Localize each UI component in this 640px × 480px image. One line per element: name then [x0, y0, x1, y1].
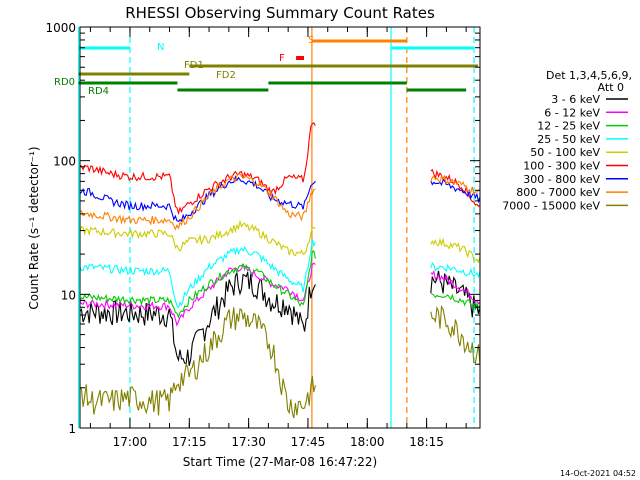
legend-label: 300 - 800 keV [523, 173, 600, 186]
annotation-label-n: N [157, 42, 164, 53]
y-tick-label: 1000 [45, 21, 76, 35]
annotation-label-s: S [308, 35, 314, 46]
y-ticks: 1 10 100 1000 [45, 21, 480, 436]
legend-label: 7000 - 15000 keV [502, 199, 600, 212]
legend-header-line-1: Det 1,3,4,5,6,9, [546, 69, 632, 82]
series-line-3 [79, 238, 481, 309]
plot-area: N S F FD1 FD2 RD0 RD4 [54, 27, 481, 428]
legend-header-line-2: Att 0 [598, 81, 624, 94]
series-line-1 [79, 262, 481, 327]
x-tick-label: 17:00 [113, 435, 148, 449]
legend-label: 6 - 12 keV [544, 106, 600, 119]
annotation-label-f: F [279, 53, 285, 64]
x-tick-label: 17:15 [172, 435, 207, 449]
annotation-label-fd1: FD1 [184, 60, 204, 71]
series-line-7 [79, 173, 481, 231]
legend-label: 12 - 25 keV [537, 120, 600, 133]
annotation-label-rd0: RD0 [54, 77, 75, 88]
chart-title: RHESSI Observing Summary Count Rates [125, 4, 435, 22]
footer-timestamp: 14-Oct-2021 04:52 [560, 469, 636, 478]
plot-frame [79, 26, 481, 429]
series-line-0 [79, 270, 481, 366]
annotation-label-rd4: RD4 [88, 86, 109, 97]
x-tick-label: 17:30 [231, 435, 266, 449]
x-ticks: 17:00 17:15 17:30 17:45 18:00 18:15 [89, 27, 467, 449]
y-axis-label: Count Rate (s⁻¹ detector⁻¹) [27, 146, 41, 309]
legend-label: 800 - 7000 keV [516, 186, 600, 199]
axes: 17:00 17:15 17:30 17:45 18:00 18:15 1 10 100 1000 [45, 21, 481, 449]
x-tick-label: 18:00 [350, 435, 385, 449]
legend-label: 25 - 50 keV [537, 133, 600, 146]
x-tick-label: 17:45 [291, 435, 326, 449]
legend-label: 100 - 300 keV [523, 160, 600, 173]
legend-label: 50 - 100 keV [530, 146, 600, 159]
series-line-4 [79, 219, 481, 264]
series-line-6 [79, 175, 481, 223]
series-line-8 [79, 304, 481, 419]
x-tick-label: 18:15 [409, 435, 444, 449]
series-line-5 [79, 122, 481, 216]
y-tick-label: 1 [68, 422, 76, 436]
y-tick-label: 100 [53, 155, 76, 169]
y-tick-label: 10 [61, 288, 76, 302]
x-axis-label: Start Time (27-Mar-08 16:47:22) [183, 455, 377, 469]
series-line-2 [79, 249, 481, 319]
annotation-label-fd2: FD2 [216, 70, 236, 81]
legend-label: 3 - 6 keV [551, 93, 600, 106]
